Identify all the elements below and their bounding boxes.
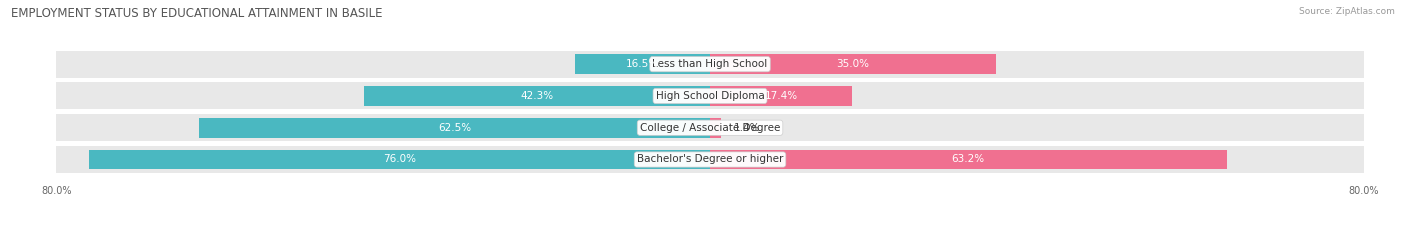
- Bar: [575, 54, 710, 74]
- Bar: [56, 114, 1364, 141]
- Bar: [710, 118, 721, 137]
- Bar: [710, 150, 1226, 169]
- Bar: [56, 51, 1364, 78]
- Text: 62.5%: 62.5%: [439, 123, 471, 133]
- Bar: [710, 86, 852, 106]
- Bar: [364, 86, 710, 106]
- Text: College / Associate Degree: College / Associate Degree: [640, 123, 780, 133]
- Text: 63.2%: 63.2%: [952, 154, 984, 164]
- Text: Source: ZipAtlas.com: Source: ZipAtlas.com: [1299, 7, 1395, 16]
- Text: 1.4%: 1.4%: [734, 123, 761, 133]
- Text: 17.4%: 17.4%: [765, 91, 797, 101]
- Text: Bachelor's Degree or higher: Bachelor's Degree or higher: [637, 154, 783, 164]
- Text: 16.5%: 16.5%: [626, 59, 659, 69]
- Text: High School Diploma: High School Diploma: [655, 91, 765, 101]
- Bar: [56, 146, 1364, 173]
- Text: Less than High School: Less than High School: [652, 59, 768, 69]
- Bar: [710, 54, 995, 74]
- Bar: [200, 118, 710, 137]
- Text: 42.3%: 42.3%: [520, 91, 554, 101]
- Text: EMPLOYMENT STATUS BY EDUCATIONAL ATTAINMENT IN BASILE: EMPLOYMENT STATUS BY EDUCATIONAL ATTAINM…: [11, 7, 382, 20]
- Text: 76.0%: 76.0%: [382, 154, 416, 164]
- Text: 35.0%: 35.0%: [837, 59, 869, 69]
- Bar: [56, 82, 1364, 110]
- Bar: [89, 150, 710, 169]
